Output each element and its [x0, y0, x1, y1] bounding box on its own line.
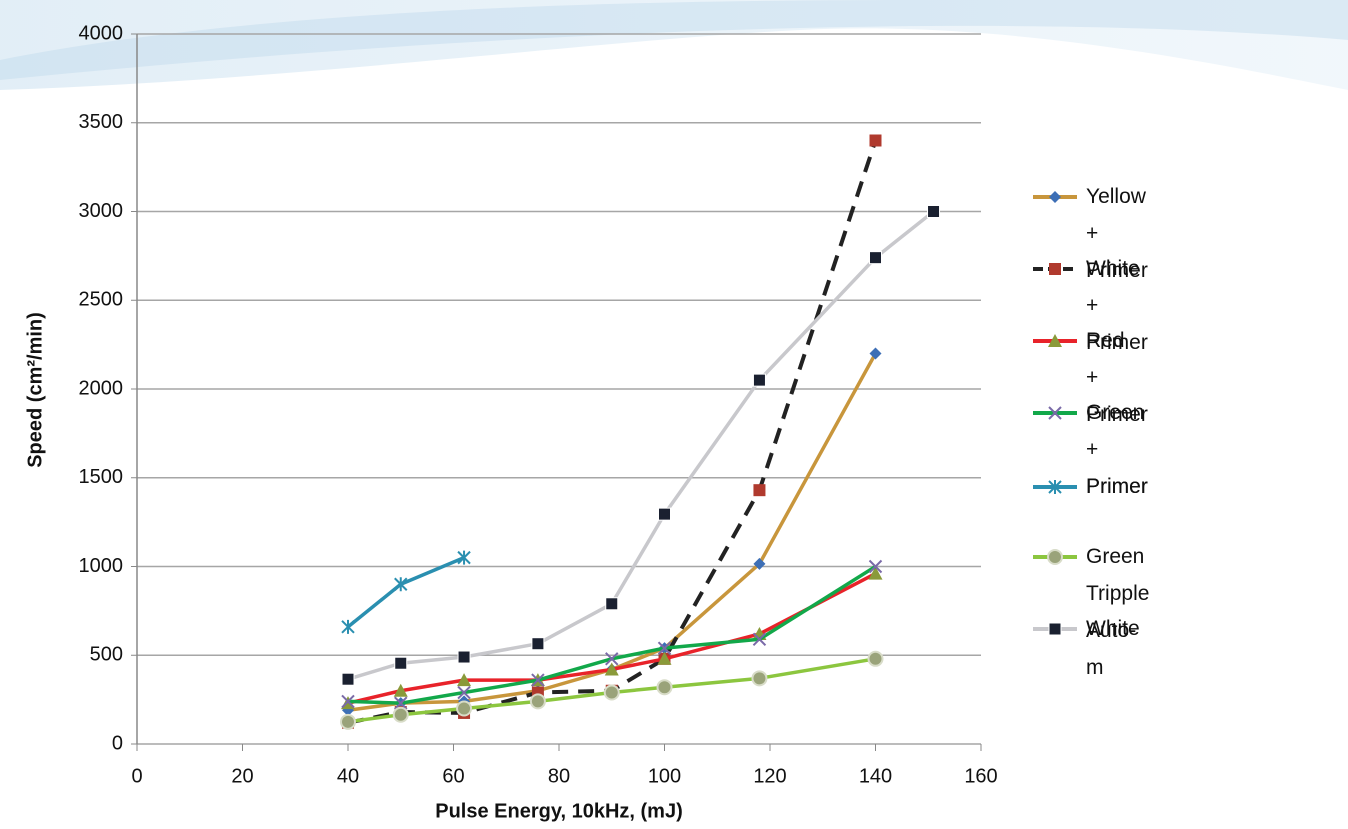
legend-marker — [1048, 334, 1062, 347]
data-point — [869, 134, 882, 147]
legend-marker — [1048, 480, 1062, 494]
data-point — [752, 632, 767, 646]
background-swoosh — [0, 0, 1348, 80]
data-point — [604, 662, 619, 676]
legend-marker — [1047, 549, 1063, 565]
legend-label: White + Primer — [1086, 257, 1148, 354]
data-point — [456, 700, 473, 717]
data-point — [531, 637, 545, 651]
data-point — [869, 251, 882, 265]
x-tick-label: 140 — [859, 765, 892, 787]
legend-swatch — [1033, 406, 1077, 420]
y-tick-label: 0 — [112, 732, 123, 754]
data-point — [341, 619, 355, 634]
legend-label: Green Tripple Auto-m — [1086, 545, 1150, 679]
data-point — [658, 507, 671, 521]
legend-swatch — [1033, 191, 1077, 203]
x-tick-label: 60 — [442, 765, 464, 787]
y-tick-label: 3000 — [79, 200, 124, 222]
x-tick-label: 100 — [648, 765, 681, 787]
legend-swatch — [1033, 549, 1077, 565]
data-point — [341, 694, 355, 709]
data-point — [531, 673, 545, 687]
data-point — [392, 706, 409, 723]
legend-label: White — [1086, 617, 1140, 640]
y-tick-label: 2500 — [79, 289, 124, 311]
x-tick-label: 80 — [548, 765, 570, 787]
data-point — [657, 641, 672, 655]
legend-swatch — [1033, 263, 1077, 275]
data-point — [752, 373, 766, 387]
legend-swatch — [1033, 480, 1077, 494]
legend-label: Green + Primer — [1086, 401, 1148, 498]
series — [341, 559, 883, 710]
series — [340, 650, 884, 730]
series-line — [347, 210, 935, 681]
x-tick-label: 40 — [337, 765, 359, 787]
series — [342, 134, 882, 729]
data-point — [869, 347, 882, 360]
data-point — [340, 713, 356, 730]
y-tick-label: 4000 — [79, 22, 124, 44]
legend-marker — [1049, 191, 1061, 203]
series-line — [347, 565, 877, 705]
background-swoosh — [0, 0, 1348, 90]
data-point — [457, 673, 472, 687]
series-line — [347, 572, 877, 705]
x-tick-label: 0 — [131, 765, 142, 787]
legend-label: Primer — [1086, 475, 1148, 498]
legend-marker — [1049, 263, 1061, 275]
y-tick-label: 500 — [90, 644, 123, 666]
data-point — [529, 693, 546, 710]
series-line — [347, 657, 876, 724]
data-point — [751, 670, 768, 687]
legend-label: Red + Primer — [1086, 329, 1148, 426]
data-point — [656, 679, 673, 696]
data-point — [605, 652, 619, 666]
data-point — [753, 484, 766, 497]
data-point — [867, 650, 884, 667]
series — [341, 550, 471, 634]
x-axis-title: Pulse Energy, 10kHz, (mJ) — [435, 800, 683, 822]
series-line — [347, 139, 878, 725]
data-point — [457, 685, 471, 700]
series-line — [346, 556, 465, 629]
y-tick-label: 1500 — [79, 466, 124, 488]
series-line — [347, 352, 878, 713]
legend-marker — [1048, 622, 1062, 636]
data-point — [753, 557, 766, 570]
y-tick-label: 3500 — [79, 111, 124, 133]
x-tick-label: 160 — [964, 765, 997, 787]
y-tick-label: 2000 — [79, 377, 124, 399]
data-point — [393, 683, 408, 697]
data-point — [341, 672, 355, 686]
data-point — [457, 650, 471, 664]
data-point — [605, 597, 619, 611]
data-point — [868, 566, 883, 580]
data-point — [394, 696, 408, 710]
data-point — [603, 684, 620, 701]
data-point — [394, 577, 408, 592]
legend-swatch — [1033, 334, 1077, 347]
data-point — [868, 559, 883, 574]
data-point — [927, 205, 941, 218]
data-point — [657, 651, 672, 665]
data-point — [394, 656, 408, 670]
x-tick-label: 120 — [753, 765, 786, 787]
legend-marker — [1048, 406, 1062, 420]
y-axis-title: Speed (cm²/min) — [24, 312, 46, 468]
legend-swatch — [1033, 622, 1077, 636]
data-point — [457, 550, 471, 565]
series — [341, 205, 941, 686]
legend-label: Yellow + Primer — [1086, 185, 1148, 282]
y-tick-label: 1000 — [79, 555, 124, 577]
x-tick-label: 20 — [231, 765, 253, 787]
